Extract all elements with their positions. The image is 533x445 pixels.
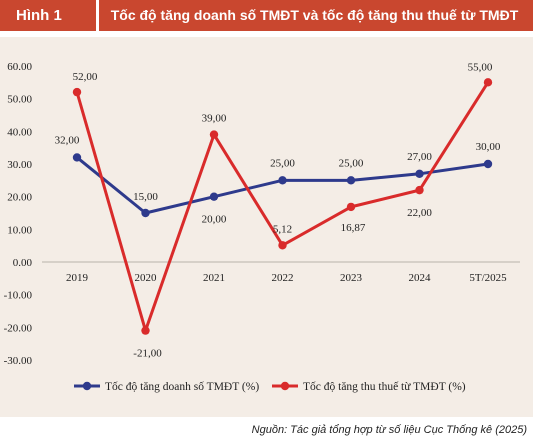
data-point bbox=[209, 192, 219, 201]
y-tick-label: 20.00 bbox=[7, 192, 32, 204]
y-tick-label: -30.00 bbox=[4, 355, 33, 367]
data-point bbox=[415, 185, 424, 195]
data-label: 25,00 bbox=[339, 157, 364, 169]
line-chart: 60.00 50.00 40.00 30.00 20.00 10.00 0.00 -10.00… bbox=[4, 61, 520, 393]
y-tick-label: -20.00 bbox=[4, 322, 33, 334]
data-label: 16,87 bbox=[341, 222, 366, 234]
x-tick-label: 2024 bbox=[409, 272, 432, 284]
x-tick-label: 2023 bbox=[340, 272, 363, 284]
figure-header: Hình 1 Tốc độ tăng doanh số TMĐT và tốc … bbox=[0, 0, 533, 31]
y-tick-label: 0.00 bbox=[13, 257, 33, 269]
data-point bbox=[72, 87, 82, 97]
data-label: 5,12 bbox=[273, 223, 292, 235]
data-label: 25,00 bbox=[270, 157, 295, 169]
x-tick-label: 5T/2025 bbox=[469, 272, 507, 284]
figure-label: Hình 1 bbox=[16, 7, 62, 24]
data-point bbox=[483, 159, 493, 169]
data-point bbox=[141, 208, 150, 218]
y-tick-label: 30.00 bbox=[7, 159, 32, 171]
data-label: 55,00 bbox=[468, 61, 493, 73]
data-point bbox=[278, 241, 287, 250]
data-label: 39,00 bbox=[202, 113, 227, 125]
legend-swatch-marker bbox=[82, 381, 92, 391]
data-point bbox=[72, 153, 82, 162]
x-tick-label: 2021 bbox=[203, 272, 225, 284]
legend-swatch-marker bbox=[280, 381, 290, 391]
data-point bbox=[346, 202, 356, 212]
data-point bbox=[346, 176, 356, 185]
data-label: 52,00 bbox=[73, 71, 98, 83]
legend-label: Tốc độ tăng thu thuế từ TMĐT (%) bbox=[303, 380, 466, 393]
y-tick-label: 10.00 bbox=[7, 224, 32, 236]
data-label: 30,00 bbox=[476, 141, 501, 153]
x-tick-label: 2022 bbox=[272, 272, 294, 284]
legend-label: Tốc độ tăng doanh số TMĐT (%) bbox=[105, 380, 259, 393]
chart-panel: 60.00 50.00 40.00 30.00 20.00 10.00 0.00 -10.00… bbox=[0, 37, 533, 417]
data-point bbox=[209, 130, 219, 139]
y-tick-label: -10.00 bbox=[4, 290, 33, 302]
data-label: 27,00 bbox=[407, 151, 432, 163]
data-label: 20,00 bbox=[202, 214, 227, 226]
source-note: Nguồn: Tác giả tổng hợp từ số liệu Cục T… bbox=[251, 424, 527, 436]
y-tick-label: 60.00 bbox=[7, 61, 32, 73]
figure-title: Tốc độ tăng doanh số TMĐT và tốc độ tăng… bbox=[110, 7, 519, 23]
y-tick-label: 40.00 bbox=[7, 126, 32, 138]
data-label: 32,00 bbox=[55, 134, 80, 146]
data-point bbox=[415, 169, 424, 178]
x-tick-label: 2019 bbox=[66, 272, 89, 284]
data-label: -21,00 bbox=[133, 348, 162, 360]
data-point bbox=[278, 176, 287, 185]
data-label: 15,00 bbox=[133, 191, 158, 203]
x-tick-label: 2020 bbox=[135, 272, 158, 284]
data-label: 22,00 bbox=[407, 207, 432, 219]
data-point bbox=[141, 326, 150, 335]
y-tick-label: 50.00 bbox=[7, 94, 32, 106]
header-divider bbox=[96, 0, 99, 31]
data-point bbox=[483, 78, 493, 87]
